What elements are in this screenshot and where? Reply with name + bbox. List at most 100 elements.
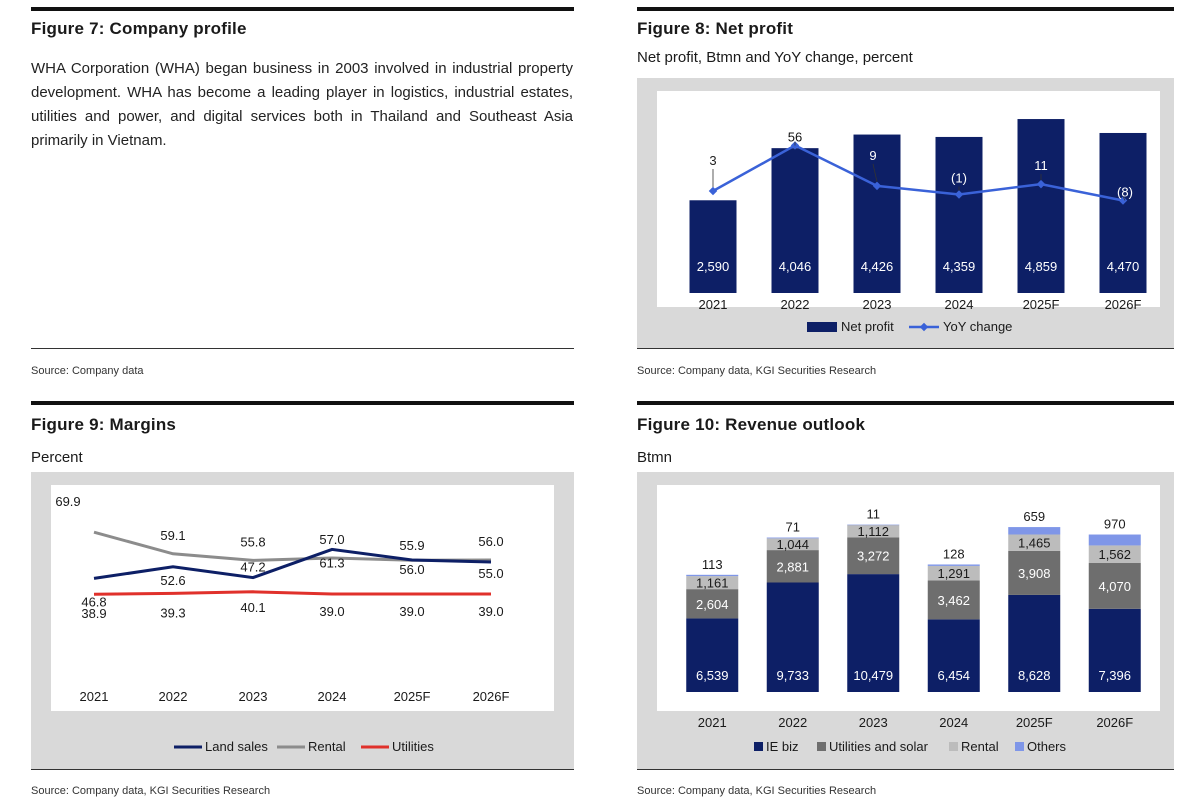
- figure-9-title: Figure 9: Margins: [31, 415, 177, 434]
- revenue-value-label: 11: [867, 507, 881, 522]
- revenue-value-label: 71: [786, 520, 800, 535]
- legend-label: IE biz: [766, 739, 799, 754]
- revenue-bar-utilities-and-solar: [766, 550, 819, 583]
- x-tick-label: 2023: [859, 715, 888, 730]
- x-tick-label: 2024: [318, 689, 347, 704]
- margin-value-label: 39.3: [160, 605, 185, 620]
- plot-background: [657, 485, 1160, 711]
- revenue-bar-utilities-and-solar: [1008, 550, 1061, 595]
- yoy-change-value-label: 3: [709, 153, 716, 168]
- figure-8-subtitle: Net profit, Btmn and YoY change, percent: [637, 49, 913, 66]
- revenue-bar-ie-biz: [686, 618, 739, 692]
- revenue-value-label: 128: [943, 546, 965, 561]
- margin-value-label: 55.9: [399, 538, 424, 553]
- net-profit-bar: [1099, 132, 1147, 293]
- margin-value-label: 47.2: [240, 560, 265, 575]
- revenue-value-label: 659: [1023, 509, 1045, 524]
- figure-10-subtitle: Btmn: [637, 449, 673, 466]
- revenue-bar-ie-biz: [766, 582, 819, 692]
- net-profit-bar: [771, 148, 819, 293]
- net-profit-bar: [853, 134, 901, 293]
- legend-label: Others: [1027, 739, 1067, 754]
- revenue-bar-others: [1008, 527, 1061, 535]
- legend-swatch-others: [1015, 742, 1024, 751]
- x-tick-label: 2025F: [1016, 715, 1053, 730]
- revenue-value-label: 6,539: [696, 668, 729, 683]
- legend-swatch-rental: [949, 742, 958, 751]
- figure-9-subtitle: Percent: [31, 449, 83, 466]
- revenue-value-label: 6,454: [937, 668, 970, 683]
- revenue-bar-utilities-and-solar: [686, 589, 739, 619]
- revenue-bar-rental: [686, 576, 739, 590]
- margin-value-label: 55.0: [478, 566, 503, 581]
- margin-value-label: 69.9: [55, 494, 80, 509]
- revenue-value-label: 8,628: [1018, 668, 1051, 683]
- net-profit-value-label: 4,470: [1107, 259, 1140, 274]
- plot-background: [657, 91, 1160, 307]
- figure-9-bottom-rule: [31, 769, 574, 770]
- revenue-value-label: 1,291: [937, 566, 970, 581]
- x-tick-label: 2025F: [394, 689, 431, 704]
- x-tick-label: 2023: [239, 689, 268, 704]
- revenue-value-label: 3,272: [857, 549, 890, 564]
- margin-value-label: 39.0: [399, 604, 424, 619]
- revenue-value-label: 1,465: [1018, 536, 1051, 551]
- net-profit-value-label: 4,426: [861, 259, 894, 274]
- yoy-change-value-label: (1): [951, 170, 967, 185]
- figure-10-bottom-rule: [637, 769, 1174, 770]
- margin-value-label: 57.0: [319, 532, 344, 547]
- figure-10-title: Figure 10: Revenue outlook: [637, 415, 866, 434]
- revenue-outlook-chart: 6,539 2,604 1,161 113 2021 9,733 2,881 1,044 71 2…: [657, 485, 1160, 754]
- x-tick-label: 2026F: [473, 689, 510, 704]
- margin-line-utilities: [93, 590, 491, 596]
- revenue-bar-ie-biz: [847, 574, 900, 692]
- legend-yoy-marker: [919, 322, 929, 332]
- figure-8-top-rule: [637, 7, 1174, 11]
- margin-value-label: 52.6: [160, 573, 185, 588]
- revenue-value-label: 4,070: [1098, 579, 1131, 594]
- yoy-change-value-label: 9: [869, 148, 876, 163]
- figure-9-source: Source: Company data, KGI Securities Res…: [31, 785, 271, 797]
- revenue-bar-utilities-and-solar: [1088, 563, 1141, 609]
- figure-10-panel: Figure 10: Revenue outlook Btmn 6,539 2,6…: [637, 401, 1174, 801]
- figure-7-bottom-rule: [31, 348, 574, 349]
- net-profit-chart: 2,590 2021 4,046 2022 4,426 2023 4,359 2024 4,85…: [657, 91, 1160, 334]
- legend-label: Land sales: [205, 739, 268, 754]
- revenue-value-label: 3,462: [937, 593, 970, 608]
- margin-value-label: 56.0: [478, 534, 503, 549]
- margin-value-label: 39.0: [319, 604, 344, 619]
- yoy-change-line: [712, 144, 1124, 202]
- margins-chart: 46.8 52.6 47.2 61.3 56.0 55.0 69.9 59.1 55.8 57.0…: [51, 485, 554, 754]
- x-tick-label: 2024: [945, 297, 974, 312]
- revenue-value-label: 1,044: [776, 537, 809, 552]
- yoy-change-value-label: (8): [1117, 184, 1133, 199]
- net-profit-value-label: 4,046: [779, 259, 812, 274]
- revenue-bar-rental: [847, 524, 900, 538]
- revenue-bar-others: [847, 524, 900, 526]
- margin-value-label: 59.1: [160, 528, 185, 543]
- yoy-label-leader: [872, 163, 878, 182]
- margin-value-label: 55.8: [240, 534, 265, 549]
- x-tick-label: 2021: [80, 689, 109, 704]
- figure-10-source: Source: Company data, KGI Securities Res…: [637, 785, 877, 797]
- revenue-value-label: 1,112: [857, 524, 889, 539]
- figure-7-source: Source: Company data: [31, 365, 144, 377]
- figure-7-top-rule: [31, 7, 574, 11]
- net-profit-value-label: 4,359: [943, 259, 976, 274]
- figure-7-panel: Figure 7: Company profile WHA Corporatio…: [31, 7, 574, 387]
- margin-value-label: 61.3: [319, 555, 344, 570]
- revenue-bar-rental: [1008, 534, 1061, 551]
- yoy-change-value-label: 11: [1034, 158, 1048, 173]
- figure-8-panel: Figure 8: Net profit Net profit, Btmn an…: [637, 7, 1174, 387]
- revenue-value-label: 7,396: [1098, 668, 1131, 683]
- x-tick-label: 2026F: [1105, 297, 1142, 312]
- revenue-bar-rental: [1088, 545, 1141, 564]
- revenue-value-label: 10,479: [853, 668, 893, 683]
- revenue-value-label: 2,881: [776, 559, 809, 574]
- margin-line-land-sales: [93, 547, 492, 580]
- legend-label: Utilities and solar: [829, 739, 929, 754]
- margin-value-label: 38.9: [81, 606, 106, 621]
- revenue-value-label: 1,161: [696, 576, 729, 591]
- margin-value-label: 46.8: [81, 594, 106, 609]
- legend-label: Utilities: [392, 739, 434, 754]
